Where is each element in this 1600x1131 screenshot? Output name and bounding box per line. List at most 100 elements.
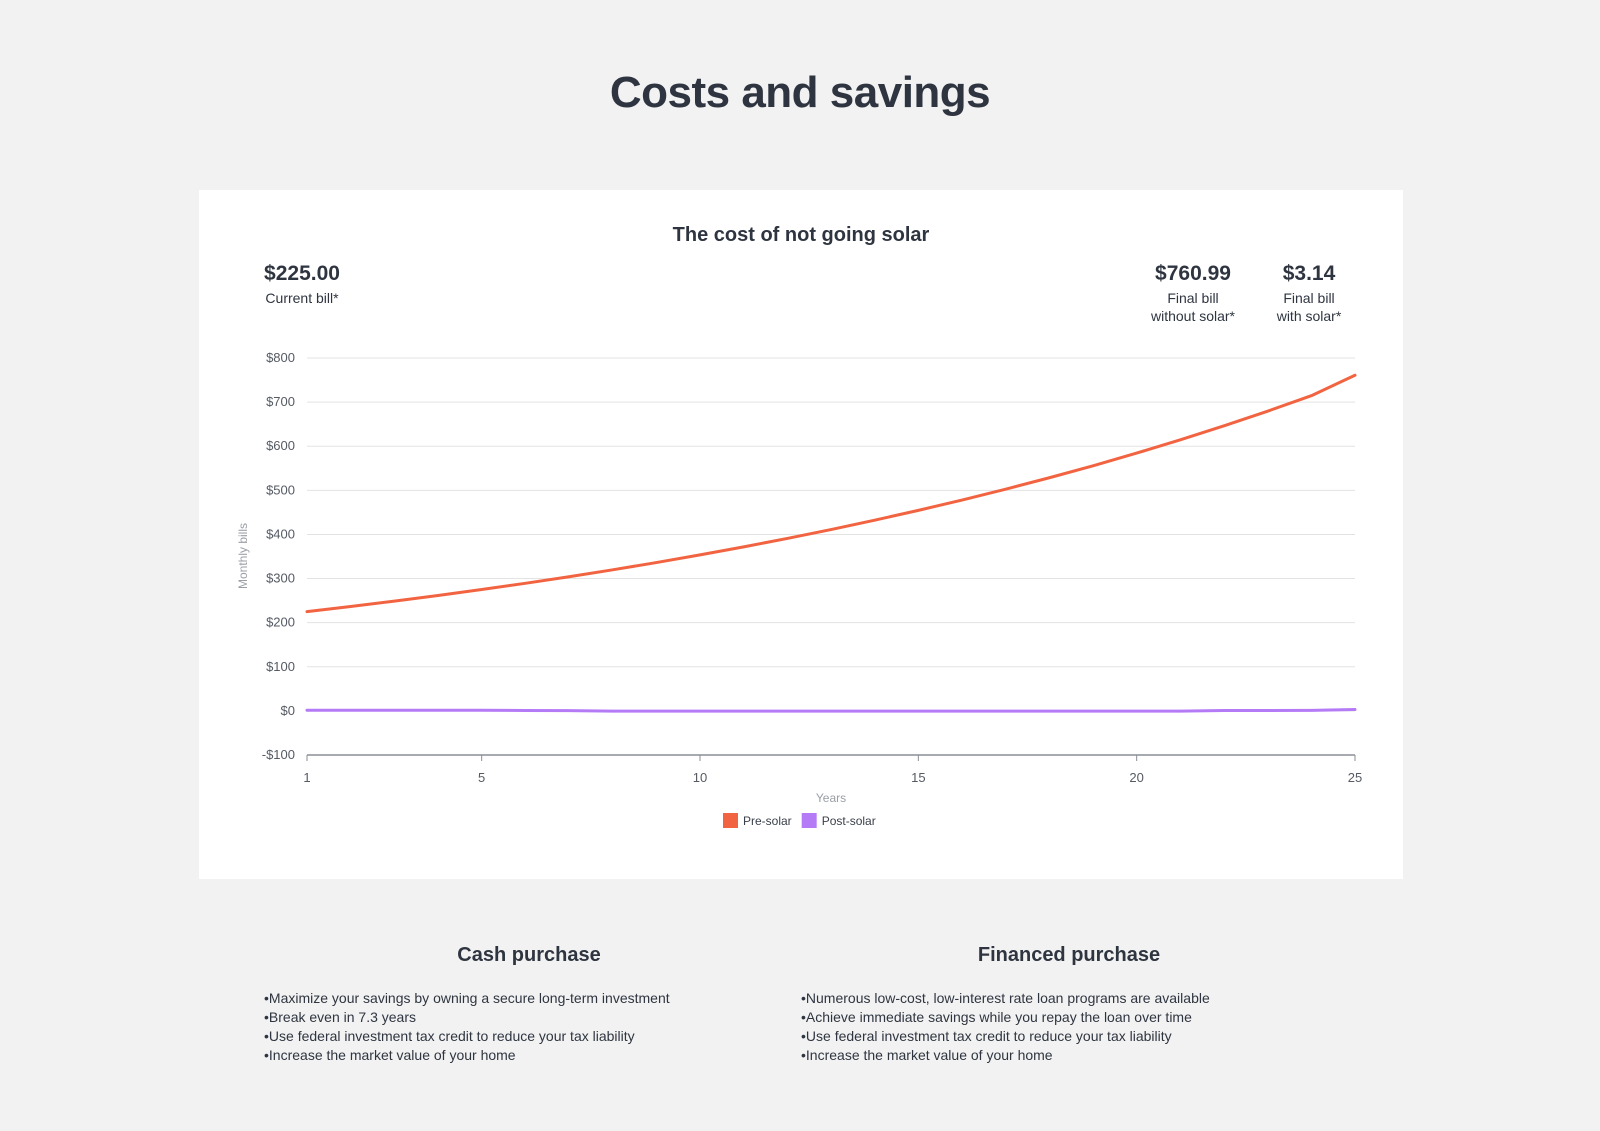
post-solar-data-point: [1222, 709, 1226, 712]
y-axis-title: Monthly bills: [236, 523, 250, 589]
post-solar-legend-label: Post-solar: [822, 814, 876, 828]
pre-solar-legend-swatch: [723, 813, 738, 828]
current-bill-value: $225.00: [264, 262, 340, 285]
pre-solar-data-point: [1091, 464, 1095, 467]
pre-solar-data-point: [742, 545, 745, 549]
pre-solar-data-point: [698, 553, 702, 557]
chart-card: The cost of not going solar $225.00 Curr…: [199, 190, 1403, 879]
pre-solar-data-point: [917, 509, 920, 512]
financed-bullet: Use federal investment tax credit to red…: [801, 1027, 1341, 1046]
pre-solar-data-point: [567, 575, 571, 578]
post-solar-data-point: [611, 709, 614, 713]
post-solar-data-point: [567, 709, 571, 712]
grid-lines: [307, 357, 1355, 756]
post-solar-data-point: [393, 709, 396, 712]
pre-solar-data-point: [1353, 374, 1357, 377]
post-solar-data-point: [1179, 709, 1182, 713]
y-tick-label: $0: [281, 703, 295, 718]
y-tick-label: $700: [266, 394, 295, 409]
x-tick-label: 20: [1129, 770, 1143, 785]
final-bill-with-solar-label-line1: Final bill: [1283, 290, 1335, 306]
post-solar-data-point: [655, 709, 658, 713]
pre-solar-data-point: [1310, 394, 1313, 397]
pre-solar-data-point: [305, 610, 309, 613]
x-axis-ticks: 1 5 10 15 20 25: [303, 755, 1362, 785]
y-tick-label: $300: [266, 571, 295, 586]
pre-solar-data-point: [1222, 424, 1226, 428]
post-solar-data-point: [349, 709, 352, 712]
pre-solar-data-point: [436, 594, 440, 597]
pre-solar-data-point: [349, 605, 352, 608]
pre-solar-legend-label: Pre-solar: [743, 814, 792, 828]
post-solar-data-point: [960, 709, 964, 713]
y-tick-label: -$100: [262, 747, 295, 762]
y-tick-label: $800: [266, 350, 295, 365]
x-tick-label: 25: [1348, 770, 1362, 785]
x-tick-label: 5: [478, 770, 485, 785]
pre-solar-data-point: [480, 588, 483, 591]
y-tick-label: $600: [266, 438, 295, 453]
final-bill-without-solar-label-line2: without solar*: [1150, 308, 1236, 324]
post-solar-data-point: [305, 709, 309, 712]
pre-solar-series-line: [305, 373, 1357, 614]
pre-solar-data-point: [393, 599, 396, 603]
cash-purchase-section: Cash purchase Maximize your savings by o…: [264, 944, 794, 1065]
cash-bullet: Maximize your savings by owning a secure…: [264, 989, 794, 1008]
cash-purchase-title: Cash purchase: [457, 944, 601, 966]
financed-bullet: Numerous low-cost, low-interest rate loa…: [801, 989, 1341, 1008]
series-lines: [305, 373, 1357, 713]
pre-solar-data-point: [829, 528, 833, 531]
current-bill-stat: $225.00 Current bill*: [257, 262, 347, 307]
pre-solar-data-point: [1135, 451, 1138, 455]
monthly-bills-line-chart: -$100$0$100$200$300$400$500$600$700$800 …: [236, 350, 1362, 828]
post-solar-data-point: [1310, 709, 1313, 712]
y-tick-label: $100: [266, 659, 295, 674]
post-solar-data-point: [1266, 709, 1269, 712]
pre-solar-data-point: [524, 582, 527, 585]
cash-bullet: Increase the market value of your home: [264, 1046, 794, 1065]
x-axis-title: Years: [816, 791, 846, 805]
final-bill-with-solar-stat: $3.14 Final bill with solar*: [1259, 262, 1359, 325]
post-solar-data-point: [742, 709, 745, 713]
x-tick-label: 15: [911, 770, 925, 785]
cash-bullet: Use federal investment tax credit to red…: [264, 1027, 794, 1046]
post-solar-data-point: [698, 709, 702, 713]
post-solar-data-point: [1353, 708, 1357, 711]
final-bill-without-solar-stat: $760.99 Final bill without solar*: [1133, 262, 1253, 325]
pre-solar-data-point: [1266, 409, 1269, 413]
post-solar-data-point: [480, 709, 483, 712]
chart-title: The cost of not going solar: [672, 224, 930, 246]
post-solar-data-point: [829, 709, 833, 713]
x-tick-label: 10: [693, 770, 707, 785]
final-bill-without-solar-value: $760.99: [1155, 262, 1231, 285]
pre-solar-data-point: [960, 498, 964, 502]
post-solar-data-point: [786, 709, 789, 713]
post-solar-data-point: [524, 709, 527, 712]
post-solar-data-point: [873, 709, 876, 713]
cash-bullet: Break even in 7.3 years: [264, 1008, 794, 1027]
post-solar-data-point: [1004, 709, 1007, 713]
financed-bullet: Achieve immediate savings while you repa…: [801, 1008, 1341, 1027]
final-bill-with-solar-label-line2: with solar*: [1276, 308, 1342, 324]
financed-bullet: Increase the market value of your home: [801, 1046, 1341, 1065]
final-bill-without-solar-label-line1: Final bill: [1167, 290, 1219, 306]
final-bill-with-solar-value: $3.14: [1282, 262, 1336, 285]
post-solar-data-point: [436, 709, 440, 712]
post-solar-data-point: [1091, 709, 1095, 713]
pre-solar-data-point: [655, 561, 658, 564]
current-bill-label: Current bill*: [265, 290, 339, 306]
financed-purchase-section: Financed purchase Numerous low-cost, low…: [801, 944, 1341, 1065]
cash-purchase-list: Maximize your savings by owning a secure…: [264, 989, 794, 1065]
page-title: Costs and savings: [609, 68, 991, 117]
final-bill-with-solar-label: Final bill with solar*: [1259, 289, 1359, 325]
y-tick-label: $200: [266, 615, 295, 630]
financed-purchase-title: Financed purchase: [977, 944, 1161, 966]
final-bill-without-solar-label: Final bill without solar*: [1133, 289, 1253, 325]
pre-solar-data-point: [873, 518, 876, 522]
y-tick-label: $500: [266, 482, 295, 497]
y-tick-label: $400: [266, 526, 295, 541]
post-solar-data-point: [1135, 709, 1138, 713]
pre-solar-data-point: [786, 537, 789, 540]
financed-purchase-list: Numerous low-cost, low-interest rate loa…: [801, 989, 1341, 1065]
post-solar-data-point: [917, 709, 920, 713]
